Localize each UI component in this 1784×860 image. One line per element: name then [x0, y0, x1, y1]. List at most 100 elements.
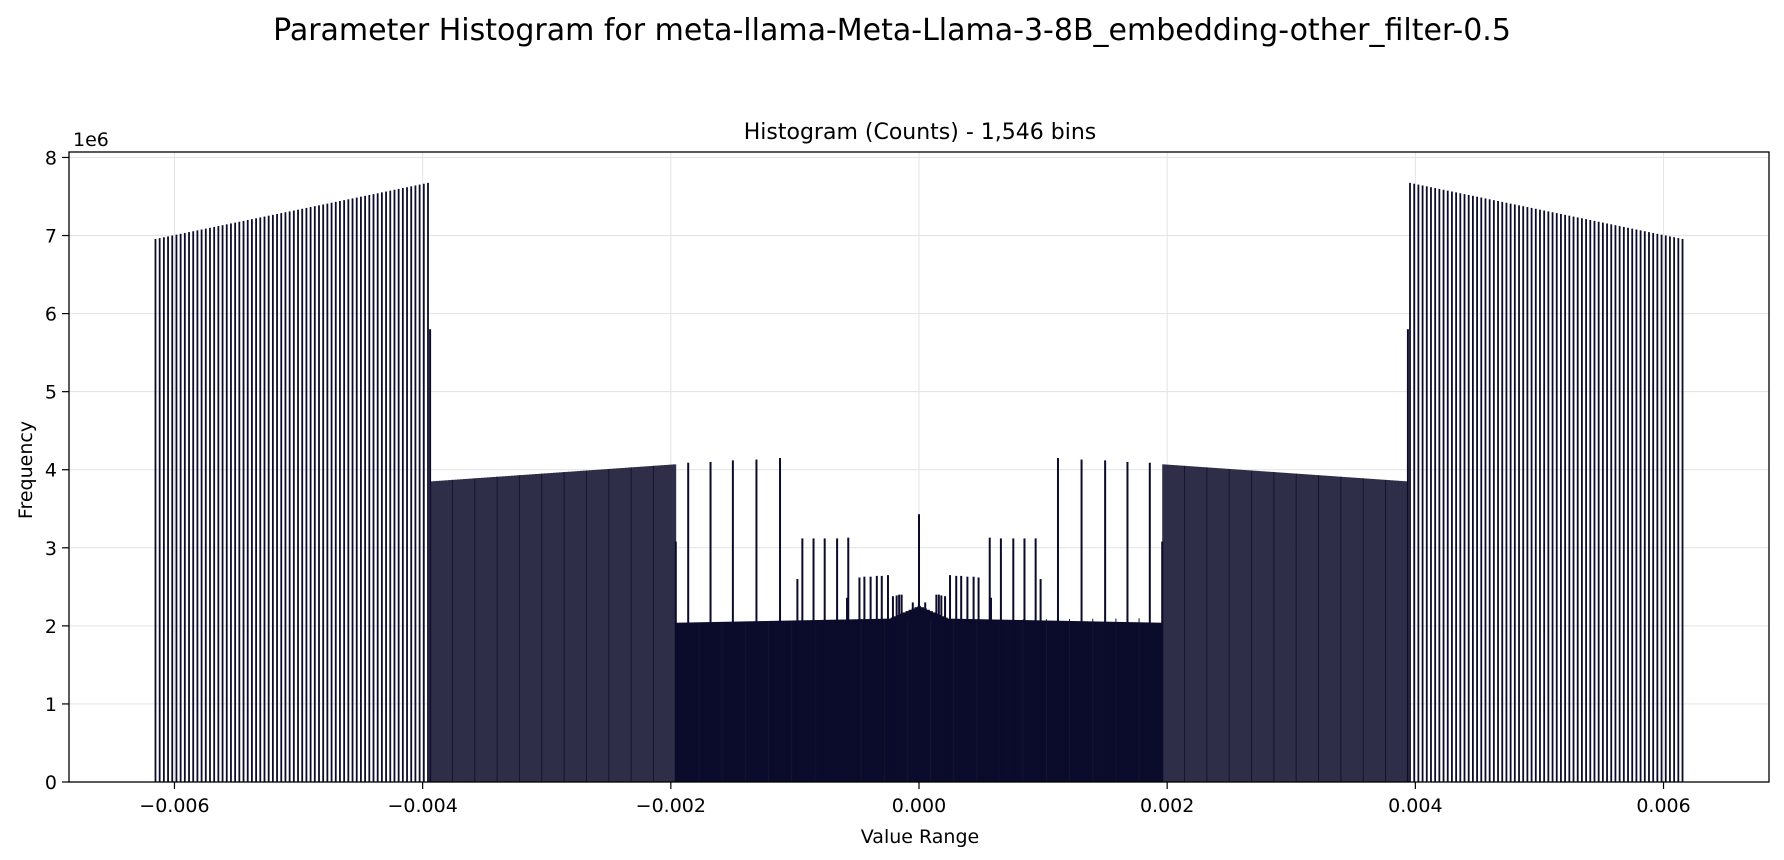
histogram-bar	[1192, 466, 1196, 782]
histogram-bar	[887, 618, 892, 782]
histogram-bar	[162, 237, 165, 783]
histogram-bar	[986, 619, 990, 782]
histogram-bar	[330, 202, 333, 783]
histogram-bar	[1258, 471, 1262, 782]
histogram-bar	[1386, 480, 1391, 782]
histogram-bar	[209, 227, 211, 782]
histogram-bar	[1341, 476, 1346, 782]
histogram-bar	[1362, 478, 1367, 782]
histogram-bar	[869, 576, 872, 782]
histogram-bar	[234, 222, 237, 782]
histogram-bar	[1213, 467, 1217, 782]
x-tick-label: −0.006	[139, 795, 209, 817]
histogram-bar	[1048, 620, 1053, 782]
histogram-bar	[1356, 477, 1361, 782]
histogram-bar	[1306, 474, 1310, 782]
histogram-bar	[1279, 472, 1283, 782]
histogram-bar	[448, 480, 452, 782]
histogram-bar	[1153, 622, 1157, 782]
histogram-bar	[900, 594, 903, 782]
histogram-bar	[531, 474, 536, 782]
histogram-bar	[179, 233, 182, 783]
histogram-bar	[318, 205, 320, 782]
histogram-bar	[242, 220, 245, 783]
histogram-bar	[436, 480, 440, 782]
histogram-bar	[200, 229, 203, 782]
histogram-bar	[1231, 469, 1235, 782]
histogram-bar	[475, 478, 479, 782]
x-tick-label: 0.000	[892, 795, 946, 817]
histogram-bar	[1201, 467, 1205, 782]
histogram-bar	[1526, 207, 1529, 782]
histogram-bar	[591, 470, 596, 782]
histogram-bar	[1084, 621, 1089, 782]
histogram-bar	[926, 609, 930, 782]
histogram-bar	[1161, 541, 1164, 782]
y-tick-label: 7	[45, 226, 57, 248]
x-axis-ticks: −0.006 −0.004 −0.002 0.000 0.002 0.004 0.006	[139, 782, 1691, 817]
histogram-bar	[1063, 620, 1068, 782]
histogram-bar	[980, 619, 984, 782]
histogram-bar	[753, 621, 757, 782]
histogram-bar	[1034, 538, 1037, 782]
histogram-bar	[343, 200, 346, 783]
histogram-bar	[385, 191, 387, 782]
histogram-bar	[1108, 621, 1112, 782]
histogram-bar	[360, 196, 362, 783]
x-tick-label: 0.006	[1636, 795, 1690, 817]
histogram-bar	[376, 193, 379, 782]
histogram-bar	[812, 538, 815, 782]
histogram-bar	[866, 619, 871, 782]
histogram-bar	[271, 214, 274, 783]
histogram-bar	[759, 621, 763, 782]
histogram-bar	[469, 478, 473, 782]
histogram-bar	[567, 471, 572, 782]
histogram-bar	[935, 594, 938, 782]
histogram-bar	[196, 230, 199, 782]
histogram-bar	[418, 184, 421, 783]
histogram-bar	[552, 472, 557, 782]
histogram-bar	[1174, 465, 1178, 782]
histogram-bar	[937, 594, 940, 782]
histogram-bar	[1669, 236, 1671, 782]
histogram-bar	[681, 622, 686, 782]
histogram-bar	[660, 465, 665, 782]
histogram-bar	[522, 474, 527, 782]
x-tick-label: 0.002	[1140, 795, 1194, 817]
histogram-bar	[154, 239, 157, 783]
histogram-bar	[1321, 475, 1325, 782]
histogram-bar	[1652, 232, 1655, 783]
histogram-bar	[510, 475, 515, 782]
histogram-bar	[1027, 620, 1032, 782]
histogram-bar	[1513, 204, 1516, 783]
histogram-bar	[1576, 217, 1579, 783]
histogram-bar	[478, 477, 482, 782]
histogram-bar	[339, 201, 341, 783]
histogram-bar	[259, 217, 262, 783]
histogram-bar	[1476, 196, 1478, 783]
histogram-bar	[860, 619, 865, 782]
histogram-bar	[1018, 620, 1023, 782]
histogram-bar	[445, 480, 449, 782]
histogram-bar	[183, 232, 186, 783]
histogram-bar	[827, 619, 832, 782]
histogram-bar	[1072, 621, 1077, 782]
histogram-bar	[230, 223, 232, 782]
histogram-bar	[863, 576, 866, 782]
histogram-bar	[1007, 619, 1011, 782]
histogram-bar	[920, 607, 924, 782]
histogram-bar	[393, 189, 396, 782]
histogram-bar	[414, 185, 417, 782]
histogram-bar	[1010, 619, 1014, 782]
histogram-bar	[723, 621, 727, 782]
histogram-bar	[657, 465, 662, 782]
histogram-bar	[1401, 481, 1406, 782]
histogram-bar	[914, 607, 918, 782]
histogram-bar	[1270, 471, 1274, 782]
histogram-bar	[1467, 194, 1470, 782]
histogram-bar	[1013, 619, 1017, 782]
histogram-bar	[1631, 228, 1634, 782]
histogram-bar	[966, 576, 969, 782]
histogram-bar	[801, 538, 804, 782]
histogram-bar	[1135, 622, 1139, 782]
